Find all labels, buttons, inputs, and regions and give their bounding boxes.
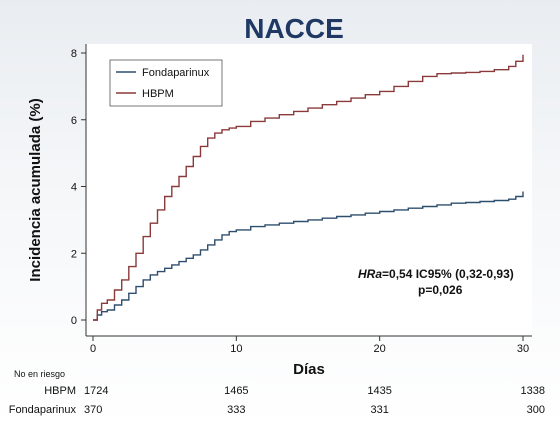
y-tick-label-8: 8 — [71, 48, 77, 60]
risk-value-hbpm-0: 1724 — [84, 385, 108, 397]
risk-value-hbpm-2: 1435 — [367, 385, 391, 397]
legend: Fondaparinux HBPM — [109, 59, 223, 107]
risk-table: No en riesgo HBPM 1724 1465 1435 1338 Fondapa… — [9, 369, 545, 416]
hr-line-2: p=0,026 — [418, 283, 463, 297]
x-tick-label-10: 10 — [230, 343, 242, 355]
x-tick-label-20: 20 — [374, 343, 386, 355]
series-line-hbpm — [93, 54, 524, 321]
legend-box — [109, 59, 223, 107]
legend-label-hbpm: HBPM — [142, 88, 174, 100]
hr-values: =0,54 IC95% (0,32-0,93) — [382, 267, 514, 281]
risk-row-label-hbpm: HBPM — [44, 385, 76, 397]
risk-header: No en riesgo — [14, 369, 65, 379]
y-axis-label: Incidencia acumulada (%) — [27, 98, 44, 281]
series-line-fondaparinux — [93, 191, 524, 321]
risk-value-fondaparinux-2: 331 — [370, 404, 388, 416]
y-tick-label-4: 4 — [71, 182, 77, 194]
hr-annotation: HRa=0,54 IC95% (0,32-0,93) p=0,026 — [358, 267, 514, 297]
x-axis-label: Días — [293, 361, 325, 378]
risk-value-hbpm-3: 1338 — [521, 385, 545, 397]
y-tick-label-6: 6 — [71, 115, 77, 127]
axes: 0 10 20 30 0 2 4 6 8 — [71, 44, 532, 355]
risk-value-fondaparinux-0: 370 — [84, 404, 102, 416]
risk-value-hbpm-1: 1465 — [224, 385, 248, 397]
risk-row-label-fondaparinux: Fondaparinux — [9, 404, 77, 416]
legend-label-fondaparinux: Fondaparinux — [142, 67, 210, 79]
x-tick-label-30: 30 — [517, 343, 529, 355]
chart-title: NACCE — [244, 13, 344, 44]
series-layer — [93, 54, 524, 321]
hr-italic: HRa — [358, 267, 382, 281]
risk-value-fondaparinux-1: 333 — [227, 404, 245, 416]
risk-value-fondaparinux-3: 300 — [527, 404, 545, 416]
x-tick-label-0: 0 — [90, 343, 96, 355]
hr-line-1: HRa=0,54 IC95% (0,32-0,93) — [358, 267, 514, 281]
y-tick-label-0: 0 — [71, 315, 77, 327]
y-tick-label-2: 2 — [71, 248, 77, 260]
